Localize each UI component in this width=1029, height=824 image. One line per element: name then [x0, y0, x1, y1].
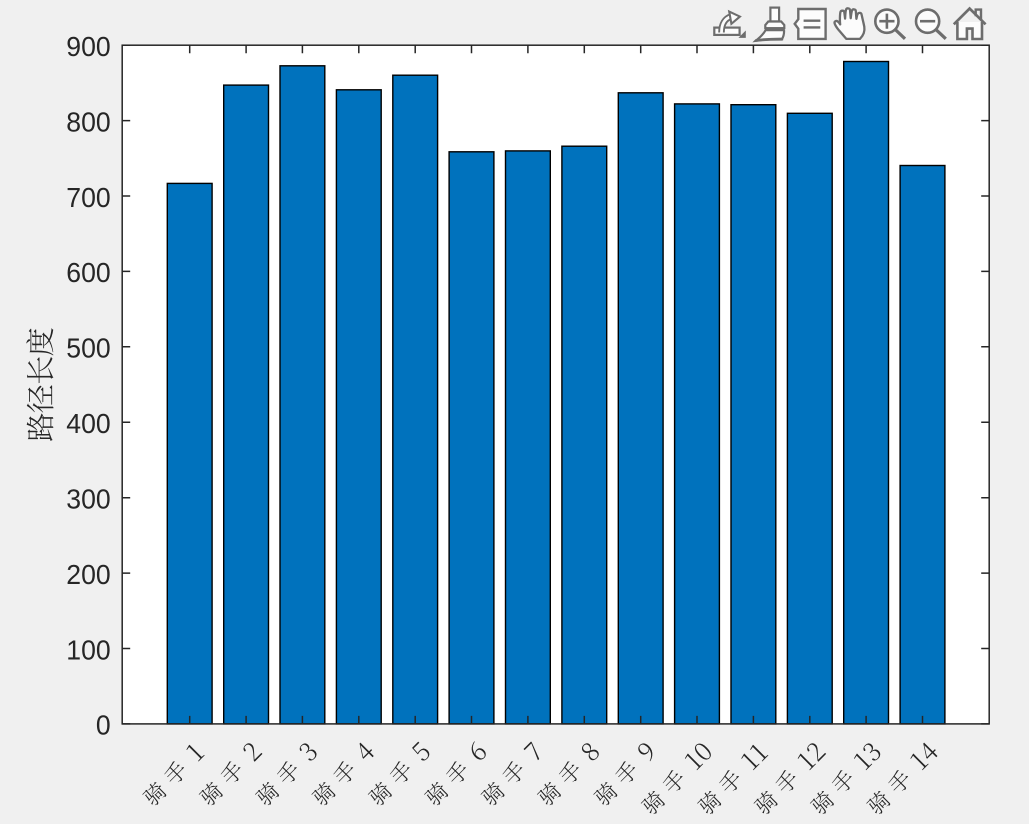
svg-text:800: 800 — [66, 106, 110, 137]
svg-text:100: 100 — [66, 634, 110, 665]
svg-text:500: 500 — [66, 333, 110, 364]
svg-text:400: 400 — [66, 408, 110, 439]
svg-text:900: 900 — [66, 31, 110, 62]
svg-text:300: 300 — [66, 484, 110, 515]
svg-text:200: 200 — [66, 559, 110, 590]
svg-text:0: 0 — [96, 710, 111, 741]
svg-text:700: 700 — [66, 182, 110, 213]
svg-text:600: 600 — [66, 257, 110, 288]
